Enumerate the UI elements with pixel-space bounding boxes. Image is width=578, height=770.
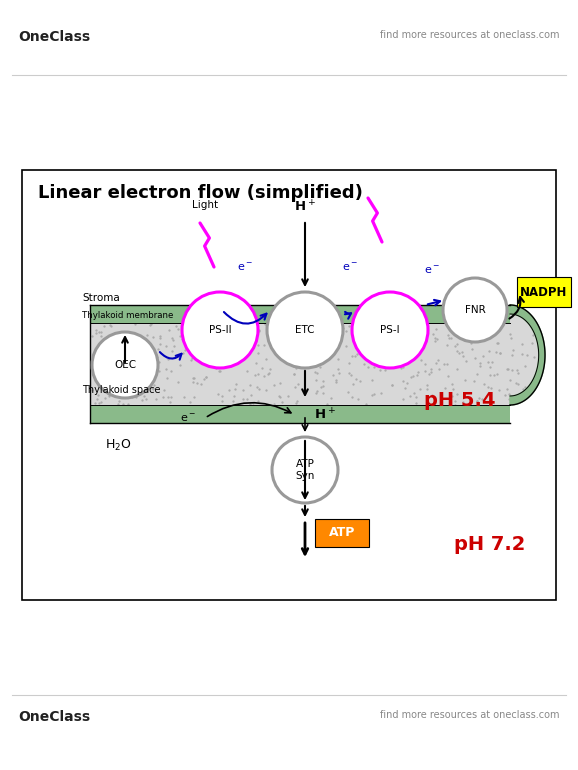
Bar	[90, 323, 510, 405]
Bar	[90, 405, 510, 423]
Text: e$^-$: e$^-$	[180, 413, 196, 424]
Circle shape	[272, 437, 338, 503]
Text: e$^-$: e$^-$	[424, 264, 440, 276]
Text: PS-II: PS-II	[209, 325, 231, 335]
Circle shape	[267, 292, 343, 368]
Text: FNR: FNR	[465, 305, 486, 315]
Text: find more resources at oneclass.com: find more resources at oneclass.com	[380, 30, 560, 40]
Circle shape	[182, 292, 258, 368]
Text: e$^-$: e$^-$	[342, 262, 358, 273]
Text: NADPH: NADPH	[520, 286, 568, 299]
FancyBboxPatch shape	[517, 277, 571, 307]
Text: Linear electron flow (simplified): Linear electron flow (simplified)	[38, 184, 363, 202]
Text: PS-I: PS-I	[380, 325, 400, 335]
Bar	[90, 305, 510, 323]
Text: ETC: ETC	[295, 325, 315, 335]
Text: ATP
Syn: ATP Syn	[295, 459, 314, 480]
Ellipse shape	[481, 314, 539, 396]
Text: Stroma: Stroma	[82, 293, 120, 303]
Text: Thylakoid membrane: Thylakoid membrane	[82, 312, 173, 320]
Text: OneClass: OneClass	[18, 30, 90, 44]
FancyBboxPatch shape	[315, 519, 369, 547]
Circle shape	[92, 332, 158, 398]
Text: H$_2$O: H$_2$O	[105, 437, 131, 453]
Text: Light: Light	[192, 200, 218, 210]
Text: Thylakoid space: Thylakoid space	[82, 385, 161, 395]
Text: pH 7.2: pH 7.2	[454, 535, 525, 554]
Circle shape	[352, 292, 428, 368]
Text: OneClass: OneClass	[18, 710, 90, 724]
Bar	[22, 170, 556, 600]
Text: pH 5.4: pH 5.4	[424, 390, 496, 410]
Polygon shape	[510, 305, 545, 405]
Text: H$^+$: H$^+$	[294, 199, 316, 215]
Circle shape	[443, 278, 507, 342]
Text: OEC: OEC	[114, 360, 136, 370]
Text: H$^+$: H$^+$	[314, 407, 336, 423]
Text: ATP: ATP	[329, 527, 355, 540]
Text: e$^-$: e$^-$	[237, 262, 253, 273]
Text: find more resources at oneclass.com: find more resources at oneclass.com	[380, 710, 560, 720]
